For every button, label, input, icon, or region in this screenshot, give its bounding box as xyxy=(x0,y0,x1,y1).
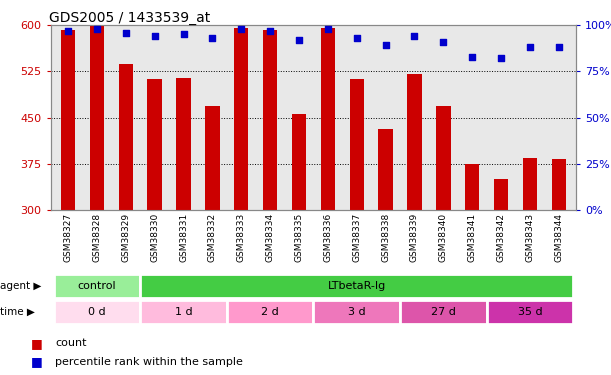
Bar xyxy=(436,106,450,210)
Point xyxy=(236,26,246,32)
Text: time ▶: time ▶ xyxy=(0,307,35,317)
Bar xyxy=(292,114,306,210)
Bar xyxy=(494,179,508,210)
Point xyxy=(150,33,159,39)
Text: ■: ■ xyxy=(31,356,42,368)
Bar xyxy=(119,64,133,210)
Point xyxy=(63,28,73,34)
Text: control: control xyxy=(78,281,116,291)
Point xyxy=(381,42,390,48)
Bar xyxy=(227,300,313,324)
Bar xyxy=(177,78,191,210)
Bar xyxy=(349,80,364,210)
Text: 0 d: 0 d xyxy=(88,307,106,317)
Point xyxy=(92,26,102,32)
Point xyxy=(554,44,564,50)
Bar xyxy=(263,30,277,210)
Point xyxy=(525,44,535,50)
Bar xyxy=(321,28,335,210)
Point xyxy=(352,35,362,41)
Text: 27 d: 27 d xyxy=(431,307,456,317)
Bar xyxy=(313,300,400,324)
Text: agent ▶: agent ▶ xyxy=(0,281,42,291)
Bar xyxy=(378,129,393,210)
Point xyxy=(178,32,188,38)
Text: 1 d: 1 d xyxy=(175,307,192,317)
Point xyxy=(439,39,448,45)
Bar xyxy=(140,300,227,324)
Bar xyxy=(205,106,219,210)
Bar xyxy=(140,274,573,298)
Point xyxy=(409,33,419,39)
Bar xyxy=(234,28,249,210)
Text: LTbetaR-Ig: LTbetaR-Ig xyxy=(327,281,386,291)
Text: percentile rank within the sample: percentile rank within the sample xyxy=(55,357,243,367)
Text: 2 d: 2 d xyxy=(262,307,279,317)
Point xyxy=(121,30,131,36)
Point xyxy=(294,37,304,43)
Bar xyxy=(90,25,104,210)
Point xyxy=(265,28,275,34)
Text: GDS2005 / 1433539_at: GDS2005 / 1433539_at xyxy=(49,11,210,25)
Bar xyxy=(523,158,537,210)
Bar xyxy=(465,164,480,210)
Bar xyxy=(61,30,75,210)
Bar xyxy=(552,159,566,210)
Point xyxy=(467,54,477,60)
Point xyxy=(496,56,506,62)
Text: ■: ■ xyxy=(31,337,42,350)
Point xyxy=(323,26,333,32)
Bar xyxy=(54,274,140,298)
Bar xyxy=(54,300,140,324)
Bar xyxy=(487,300,573,324)
Text: 35 d: 35 d xyxy=(518,307,543,317)
Point xyxy=(208,35,218,41)
Text: count: count xyxy=(55,338,87,348)
Bar xyxy=(400,300,487,324)
Text: 3 d: 3 d xyxy=(348,307,365,317)
Bar xyxy=(147,80,162,210)
Bar xyxy=(408,74,422,210)
